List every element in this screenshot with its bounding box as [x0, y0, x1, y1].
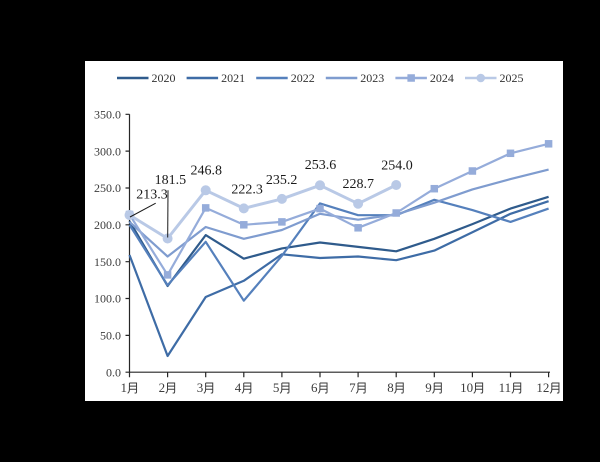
svg-text:3: 3 [197, 380, 204, 395]
svg-text:246.8: 246.8 [191, 164, 223, 179]
svg-text:2025: 2025 [500, 71, 524, 85]
svg-text:254.0: 254.0 [381, 159, 413, 174]
svg-text:12: 12 [536, 380, 549, 395]
svg-text:100.0: 100.0 [94, 292, 121, 306]
svg-text:300.0: 300.0 [94, 144, 121, 158]
svg-text:2022: 2022 [291, 71, 315, 85]
svg-text:235.2: 235.2 [266, 173, 298, 188]
svg-text:4: 4 [235, 380, 242, 395]
svg-text:2020: 2020 [152, 71, 176, 85]
svg-text:350.0: 350.0 [94, 108, 121, 122]
svg-text:0.0: 0.0 [106, 365, 121, 379]
svg-text:228.7: 228.7 [343, 177, 375, 192]
svg-text:250.0: 250.0 [94, 181, 121, 195]
svg-text:213.3: 213.3 [136, 188, 168, 203]
svg-text:11: 11 [499, 380, 512, 395]
svg-text:150.0: 150.0 [94, 255, 121, 269]
svg-text:2: 2 [159, 380, 166, 395]
svg-text:181.5: 181.5 [155, 173, 187, 188]
svg-text:6: 6 [311, 380, 318, 395]
svg-text:7: 7 [349, 380, 356, 395]
svg-text:222.3: 222.3 [231, 183, 263, 198]
svg-text:8: 8 [387, 380, 394, 395]
svg-text:5: 5 [273, 380, 280, 395]
svg-text:253.6: 253.6 [305, 158, 337, 173]
svg-text:200.0: 200.0 [94, 218, 121, 232]
svg-text:1: 1 [121, 380, 128, 395]
svg-text:10: 10 [460, 380, 473, 395]
svg-text:2024: 2024 [430, 71, 454, 85]
svg-text:2023: 2023 [360, 71, 384, 85]
svg-text:2021: 2021 [221, 71, 245, 85]
svg-text:50.0: 50.0 [100, 329, 121, 343]
svg-text:9: 9 [425, 380, 432, 395]
